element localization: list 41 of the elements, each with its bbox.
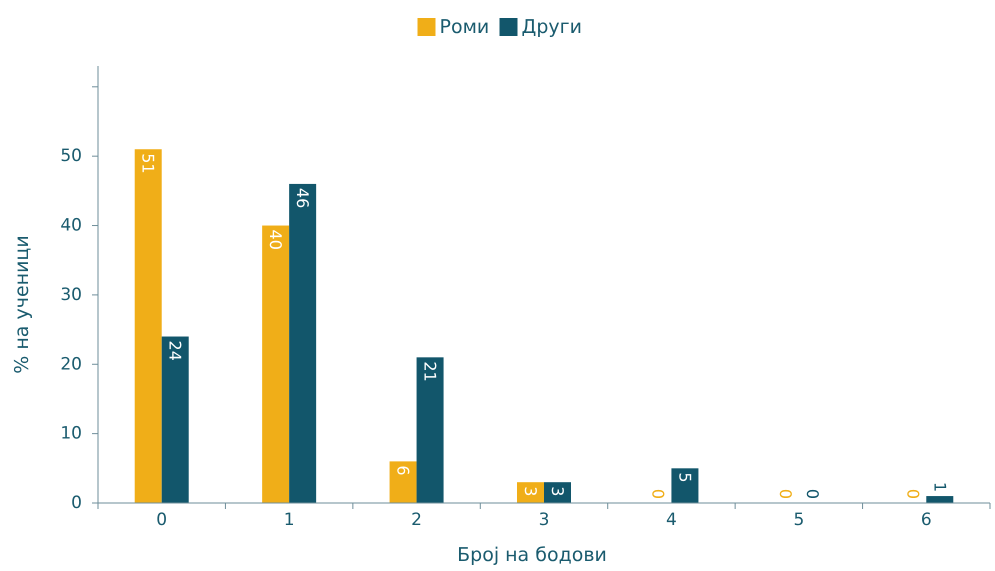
bar [416,357,444,503]
x-tick-label: 0 [156,510,168,530]
x-tick-label: 6 [920,510,932,530]
bar [289,184,316,503]
data-label: 3 [521,486,540,496]
data-label: 46 [293,188,312,208]
y-tick-label: 30 [60,284,82,305]
bar [134,149,162,503]
bar [390,461,417,503]
y-tick-label: 50 [60,146,82,166]
y-tick-label: 20 [60,354,82,374]
data-label: 0 [903,488,922,499]
bar [671,468,698,503]
data-label: 21 [420,361,440,382]
bar [544,482,571,503]
y-axis-title: % на ученици [11,235,33,374]
y-tick-label: 10 [60,424,82,444]
data-label: 24 [166,340,185,361]
bar [162,336,189,503]
bar [926,496,954,503]
data-label: 40 [266,230,286,250]
data-label: 3 [548,486,567,496]
x-tick-label: 1 [284,510,295,530]
legend-label: Роми [440,16,490,38]
legend-label: Други [522,16,582,38]
x-tick-label: 4 [666,510,677,530]
data-label: 1 [930,482,950,492]
data-label: 0 [802,488,822,499]
data-label: 0 [648,488,668,499]
data-label: 51 [138,153,158,174]
data-label: 0 [776,488,795,499]
x-tick-label: 5 [793,510,804,530]
x-tick-label: 2 [411,510,422,530]
y-tick-label: 40 [60,216,82,236]
data-label: 5 [675,472,694,483]
y-tick-label: 0 [71,493,82,513]
bar [262,226,290,503]
data-label: 6 [394,465,413,476]
bar [517,482,544,503]
x-tick-label: 3 [538,510,550,530]
x-axis-title: Број на бодови [457,544,607,566]
